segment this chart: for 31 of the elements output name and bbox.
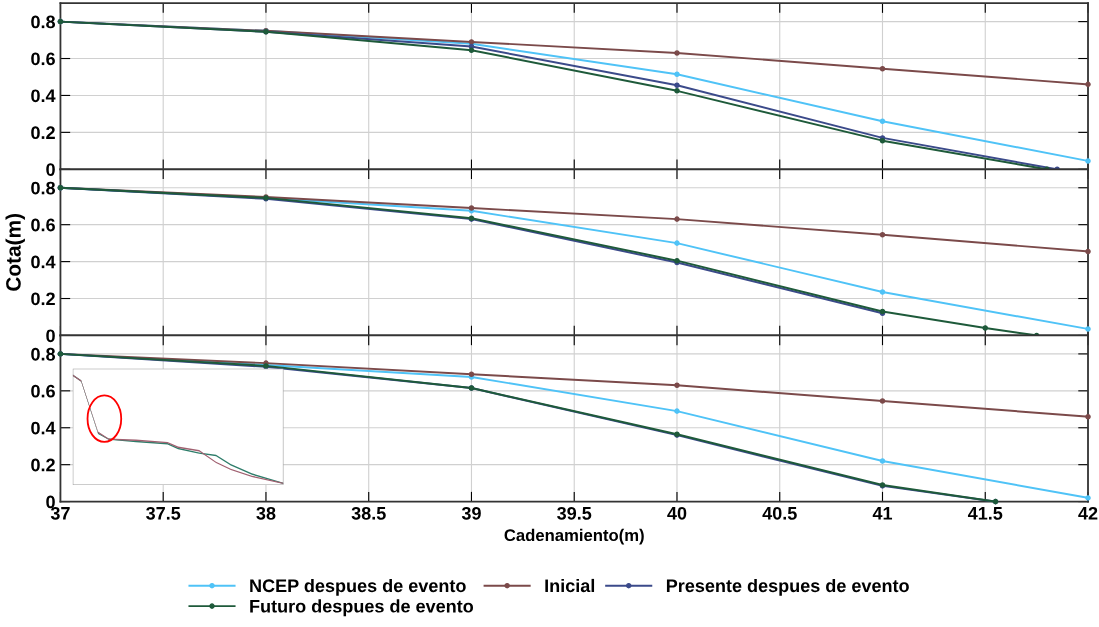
x-tick-label: 40 — [667, 506, 687, 520]
y-tick-label: 0 — [46, 495, 55, 509]
y-tick-label: 0.6 — [31, 384, 55, 398]
x-tick-label: 41 — [872, 507, 893, 520]
x-axis-title: Cadenamiento(m) — [504, 528, 644, 545]
y-tick-label: 0 — [46, 163, 55, 177]
x-tick-label: 39 — [461, 506, 481, 520]
x-tick-label: 42 — [1078, 506, 1098, 520]
y-tick-label: 0.4 — [31, 421, 56, 435]
y-axis-title: Cota(m) — [5, 214, 25, 291]
y-tick-label: 0.2 — [31, 292, 55, 306]
x-tick-label: 41.5 — [967, 507, 1003, 520]
y-tick-label: 0.2 — [31, 126, 55, 140]
x-tick-label: 38 — [256, 506, 276, 520]
y-tick-label: 0.4 — [31, 89, 56, 103]
y-tick-label: 0.6 — [31, 218, 55, 232]
legend-label: Futuro despues de evento — [250, 599, 474, 617]
legend-label: Inicial — [545, 578, 595, 593]
x-tick-label: 39.5 — [557, 506, 592, 520]
x-tick-label: 38.5 — [351, 506, 386, 520]
y-tick-label: 0.8 — [31, 15, 56, 29]
legend-label: NCEP despues de evento — [250, 578, 466, 596]
x-tick-label: 37.5 — [146, 506, 181, 520]
y-tick-label: 0.2 — [31, 458, 55, 472]
y-tick-label: 0.8 — [31, 347, 56, 361]
legend-label: Presente despues de evento — [666, 578, 909, 596]
y-tick-label: 0.6 — [31, 52, 55, 66]
y-tick-label: 0.4 — [31, 255, 56, 269]
x-tick-label: 40.5 — [762, 506, 797, 520]
y-tick-label: 0 — [46, 329, 55, 343]
y-tick-label: 0.8 — [31, 181, 56, 195]
